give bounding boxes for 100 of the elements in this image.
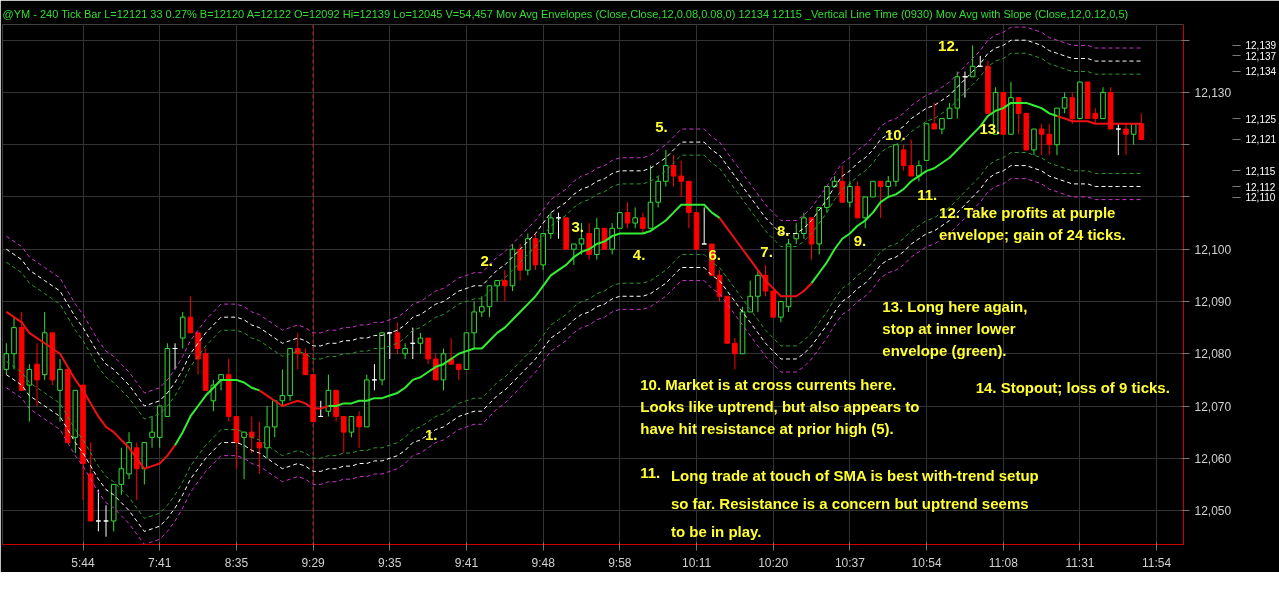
candlestick <box>294 332 301 370</box>
candlestick <box>847 180 853 208</box>
candlestick <box>877 180 884 219</box>
annotation: 7. <box>760 242 773 260</box>
annotation: 11. <box>917 186 938 204</box>
candlestick <box>26 363 33 423</box>
candlestick <box>248 415 255 454</box>
text: 12,112 <box>1245 181 1276 193</box>
y-tick-label: 12,100 <box>1194 242 1232 257</box>
annotation: 5. <box>655 117 668 135</box>
annotation: Long trade at touch of SMA is best with-trend setup so far. Resistance is a concern but uptrend seems to be in play. <box>670 466 1039 540</box>
text: 12,134 <box>1245 66 1277 78</box>
candlestick <box>1061 91 1068 114</box>
candlestick <box>793 222 800 245</box>
candlestick <box>931 102 938 130</box>
y-tick-label: 12,090 <box>1194 294 1232 309</box>
x-tick-label: 9:48 <box>531 555 556 570</box>
x-tick-label: 5:44 <box>71 555 96 570</box>
candlestick <box>801 212 807 240</box>
candlestick <box>356 410 362 449</box>
candlestick <box>432 353 439 381</box>
candlestick <box>1115 123 1122 156</box>
y-tick-label: 12,080 <box>1194 347 1232 362</box>
candlestick <box>1123 123 1129 156</box>
candlestick <box>732 337 738 370</box>
annotation: 14. Stopout; loss of 9 ticks. <box>975 379 1170 397</box>
candlestick <box>555 212 562 240</box>
candlestick <box>325 374 332 417</box>
candlestick <box>149 415 155 449</box>
candlestick <box>118 447 125 496</box>
y-tick-label: 12,070 <box>1194 399 1232 414</box>
x-tick-label: 9:29 <box>301 555 326 570</box>
x-tick-label: 10:37 <box>834 555 866 570</box>
candlestick <box>1069 91 1076 125</box>
x-tick-label: 10:54 <box>911 555 942 570</box>
candlestick <box>839 165 846 203</box>
x-tick-label: 9:35 <box>378 555 402 570</box>
x-tick-label: 11:08 <box>988 555 1019 570</box>
x-tick-label: 11:54 <box>1142 555 1172 570</box>
candlestick <box>241 431 247 480</box>
candlestick <box>663 149 669 188</box>
candlestick <box>747 280 754 313</box>
candlestick <box>218 374 224 391</box>
text: 12,115 <box>1245 165 1276 177</box>
candlestick <box>95 489 102 532</box>
candlestick <box>1015 97 1022 135</box>
candlestick <box>778 300 784 323</box>
candlestick <box>640 212 646 235</box>
x-tick-label: 9:58 <box>608 555 632 570</box>
text: 12,121 <box>1245 134 1277 146</box>
annotation: 8. <box>776 221 790 239</box>
candlestick <box>1138 112 1145 140</box>
candlestick <box>571 243 577 266</box>
candlestick <box>133 442 140 501</box>
x-tick-label: 10:20 <box>758 555 789 570</box>
annotation: 11. <box>640 463 661 481</box>
candlestick <box>670 154 677 188</box>
candlestick <box>425 337 431 365</box>
candlestick <box>57 358 63 423</box>
candlestick <box>340 415 347 454</box>
annotation: 12. <box>938 37 959 55</box>
candlestick <box>179 311 186 350</box>
annotation: 9. <box>853 231 867 249</box>
x-tick-label: 7:41 <box>148 555 172 570</box>
y-tick-label: 12,050 <box>1194 504 1232 519</box>
candlestick <box>394 321 401 355</box>
annotation: 2. <box>480 251 493 269</box>
annotation: 10. Market is at cross currents here. Looks like uptrend, but also appears to have hit resistance at prior high (5). <box>640 375 920 437</box>
candlestick <box>256 421 263 475</box>
candlestick <box>279 368 286 407</box>
y-tick-label: 12,060 <box>1194 451 1232 466</box>
x-tick-label: 11:31 <box>1065 555 1095 570</box>
candlestick <box>609 222 615 255</box>
x-tick-label: 9:41 <box>454 555 479 570</box>
candlestick <box>479 295 485 318</box>
candlestick <box>548 212 554 240</box>
candlestick <box>655 175 661 208</box>
candlestick <box>632 206 638 229</box>
candlestick <box>371 363 378 391</box>
candlestick <box>502 269 508 302</box>
chart-title: @YM - 240 Tick Bar L=12121 33 0.27% B=12120 A=12122 O=12092 Hi=12139 Lo=12045 V=54,457 Mov Avg Envelopes (Close,Close,12,0.08,0.08,0) 12134 12115 _Vertical Line Time (0930) Mov Avg with Slope (Close,12,0.12,0,5) <box>2 7 1129 20</box>
candlestick <box>885 175 892 198</box>
text: 12,137 <box>1245 50 1277 62</box>
candlestick <box>678 159 684 198</box>
candlestick <box>969 44 976 78</box>
candlestick <box>187 295 194 334</box>
text: 12,139 <box>1245 40 1277 52</box>
annotation: 13. Long here again, stop at inner lower envelope (green). <box>882 297 1028 359</box>
annotation: 4. <box>632 246 646 264</box>
candlestick <box>402 342 408 360</box>
candlestick <box>824 186 830 214</box>
candlestick <box>1038 123 1045 156</box>
annotation: 10. <box>884 126 906 144</box>
candlestick <box>1046 123 1053 156</box>
candlestick <box>586 222 592 261</box>
y-tick-label: 12,130 <box>1194 85 1232 100</box>
candlestick <box>417 332 424 355</box>
candlestick <box>348 415 355 438</box>
candlestick <box>862 196 869 229</box>
candlestick <box>302 348 309 376</box>
